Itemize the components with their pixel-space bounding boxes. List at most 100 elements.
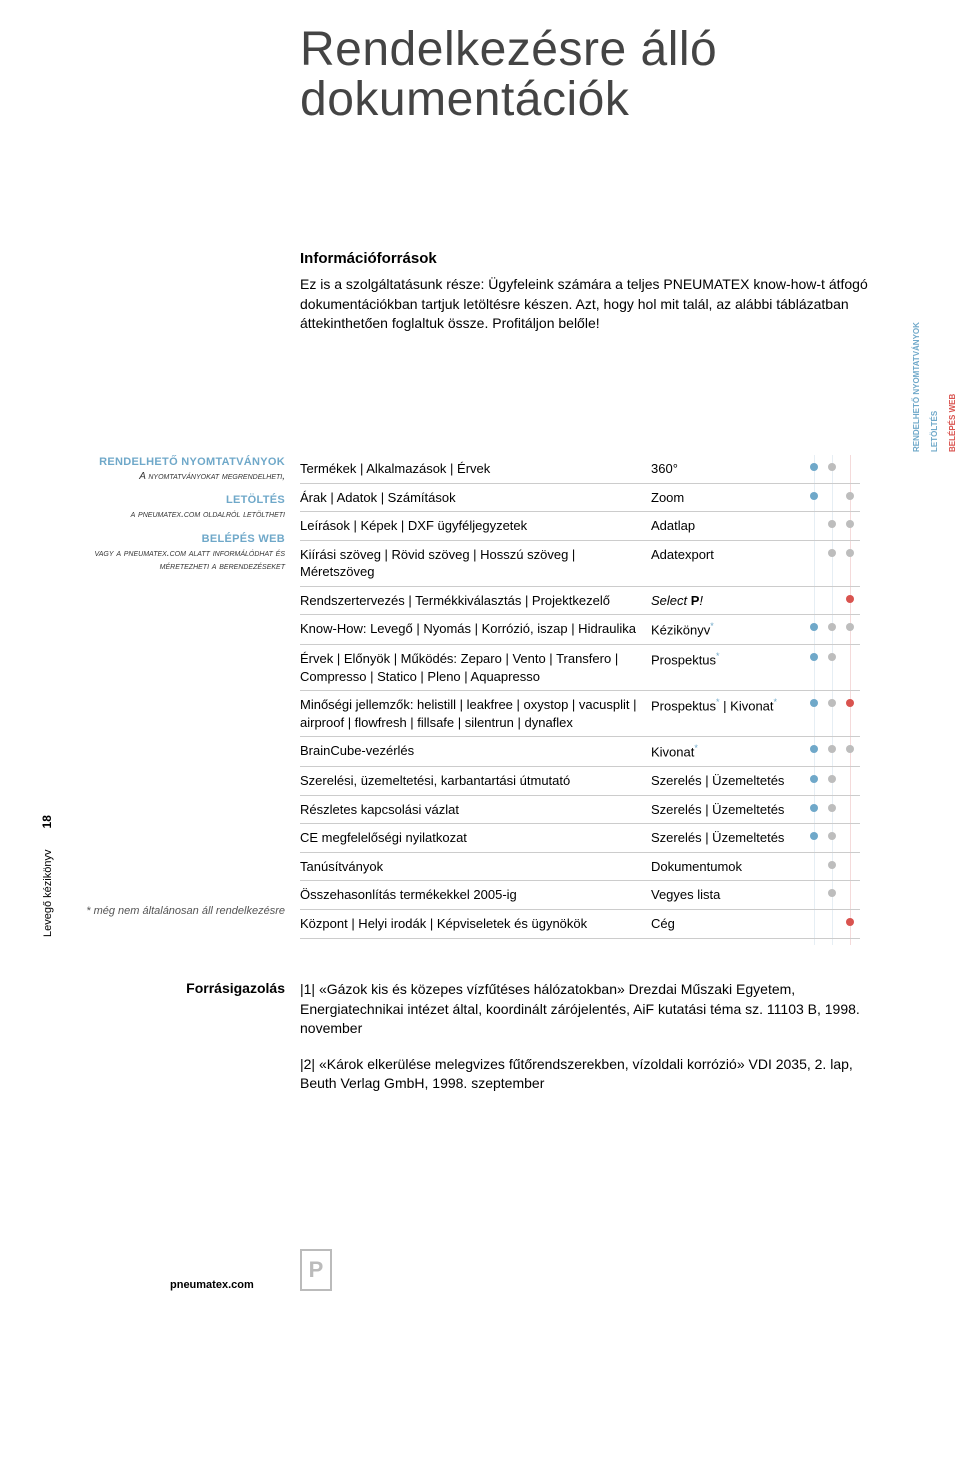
footer-url: pneumatex.com [170, 1279, 254, 1291]
dot-icon [810, 804, 818, 812]
row-document: Prospektus* [651, 650, 806, 669]
availability-dots [806, 915, 860, 929]
sources-block: |1| «Gázok kis és közepes vízfűtéses hál… [300, 980, 890, 1110]
availability-dots [806, 620, 860, 634]
row-description: Kiírási szöveg | Rövid szöveg | Hosszú s… [300, 546, 651, 581]
row-description: Központ | Helyi irodák | Képviseletek és… [300, 915, 651, 933]
page-title: Rendelkezésre álló dokumentációk [300, 25, 717, 126]
asterisk-icon: * [710, 621, 714, 631]
info-heading: Információforrások [300, 250, 437, 267]
table-row: Leírások | Képek | DXF ügyféljegyzetekAd… [300, 512, 860, 541]
table-row: Érvek | Előnyök | Működés: Zeparo | Vent… [300, 645, 860, 691]
dot-icon [810, 653, 818, 661]
row-document: 360° [651, 460, 806, 478]
title-line1: Rendelkezésre álló [300, 23, 717, 76]
dot-icon [846, 918, 854, 926]
row-document: Kézikönyv* [651, 620, 806, 639]
availability-dots [806, 742, 860, 756]
dot-icon [846, 520, 854, 528]
sidebar-order-text: A nyomtatványokat megrendelheti, [85, 470, 285, 484]
availability-dots [806, 517, 860, 531]
dot-icon [828, 549, 836, 557]
table-row: Központ | Helyi irodák | Képviseletek és… [300, 910, 860, 939]
colhdr-download: LETÖLTÉS [930, 411, 939, 452]
resources-table: Termékek | Alkalmazások | Érvek360°Árak … [300, 455, 860, 939]
row-description: Érvek | Előnyök | Működés: Zeparo | Vent… [300, 650, 651, 685]
row-document: Szerelés | Üzemeltetés [651, 829, 806, 847]
table-row: Kiírási szöveg | Rövid szöveg | Hosszú s… [300, 541, 860, 587]
row-document: Prospektus* | Kivonat* [651, 696, 806, 715]
availability-dots [806, 858, 860, 872]
dot-icon [810, 463, 818, 471]
dot-icon [810, 699, 818, 707]
row-description: Részletes kapcsolási vázlat [300, 801, 651, 819]
page-spine: Levegő kézikönyv 18 [40, 815, 54, 937]
spine-page-number: 18 [40, 815, 54, 828]
availability-dots [806, 489, 860, 503]
logo-letter: P [309, 1257, 324, 1283]
availability-dots [806, 546, 860, 560]
sidebar-web-label: BELÉPÉS WEB [85, 532, 285, 547]
row-description: Termékek | Alkalmazások | Érvek [300, 460, 651, 478]
dot-icon [810, 775, 818, 783]
table-row: Termékek | Alkalmazások | Érvek360° [300, 455, 860, 484]
title-line2: dokumentációk [300, 73, 629, 126]
row-description: Árak | Adatok | Számítások [300, 489, 651, 507]
availability-dots [806, 801, 860, 815]
dot-icon [846, 745, 854, 753]
dot-icon [828, 520, 836, 528]
row-description: Szerelési, üzemeltetési, karbantartási ú… [300, 772, 651, 790]
dot-icon [846, 549, 854, 557]
dot-icon [810, 623, 818, 631]
table-row: CE megfelelőségi nyilatkozatSzerelés | Ü… [300, 824, 860, 853]
dot-icon [846, 595, 854, 603]
row-document: Szerelés | Üzemeltetés [651, 801, 806, 819]
sidebar-download-text: a pneumatex.com oldalról letöltheti [85, 508, 285, 522]
availability-dots [806, 460, 860, 474]
dot-icon [846, 623, 854, 631]
row-description: BrainCube-vezérlés [300, 742, 651, 760]
dot-icon [846, 699, 854, 707]
availability-dots [806, 886, 860, 900]
intro-paragraph: Ez is a szolgáltatásunk része: Ügyfelein… [300, 275, 885, 334]
row-description: Rendszertervezés | Termékkiválasztás | P… [300, 592, 651, 610]
row-description: CE megfelelőségi nyilatkozat [300, 829, 651, 847]
availability-dots [806, 772, 860, 786]
availability-dots [806, 829, 860, 843]
table-row: Know-How: Levegő | Nyomás | Korrózió, is… [300, 615, 860, 645]
sidebar-order-label: RENDELHETŐ NYOMTATVÁNYOK [85, 455, 285, 470]
table-row: Minőségi jellemzők: helistill | leakfree… [300, 691, 860, 737]
asterisk-note: * még nem általánosan áll rendelkezésre [85, 905, 285, 917]
row-document: Cég [651, 915, 806, 933]
sources-label: Forrásigazolás [85, 980, 285, 996]
sidebar-web-text: vagy a pneumatex.com alatt informálódhat… [85, 547, 285, 574]
availability-dots [806, 696, 860, 710]
sidebar: RENDELHETŐ NYOMTATVÁNYOK A nyomtatványok… [85, 455, 285, 584]
availability-dots [806, 592, 860, 606]
dot-icon [828, 889, 836, 897]
source-entry: |1| «Gázok kis és közepes vízfűtéses hál… [300, 980, 890, 1039]
row-description: Összehasonlítás termékekkel 2005-ig [300, 886, 651, 904]
row-document: Adatexport [651, 546, 806, 564]
table-row: Szerelési, üzemeltetési, karbantartási ú… [300, 767, 860, 796]
dot-icon [828, 804, 836, 812]
row-description: Tanúsítványok [300, 858, 651, 876]
dot-icon [846, 492, 854, 500]
row-document: Szerelés | Üzemeltetés [651, 772, 806, 790]
dot-icon [810, 832, 818, 840]
row-description: Know-How: Levegő | Nyomás | Korrózió, is… [300, 620, 651, 638]
asterisk-icon: * [716, 651, 720, 661]
row-document: Select P! [651, 592, 806, 610]
colhdr-web: BELÉPÉS WEB [948, 394, 957, 452]
row-document: Vegyes lista [651, 886, 806, 904]
dot-icon [828, 861, 836, 869]
dot-icon [828, 832, 836, 840]
row-document: Kivonat* [651, 742, 806, 761]
table-row: TanúsítványokDokumentumok [300, 853, 860, 882]
table-row: Rendszertervezés | Termékkiválasztás | P… [300, 587, 860, 616]
spine-text: Levegő kézikönyv [42, 850, 54, 937]
asterisk-icon: * [694, 743, 698, 753]
table-row: BrainCube-vezérlésKivonat* [300, 737, 860, 767]
source-entry: |2| «Károk elkerülése melegvizes fűtőren… [300, 1055, 890, 1094]
row-document: Adatlap [651, 517, 806, 535]
